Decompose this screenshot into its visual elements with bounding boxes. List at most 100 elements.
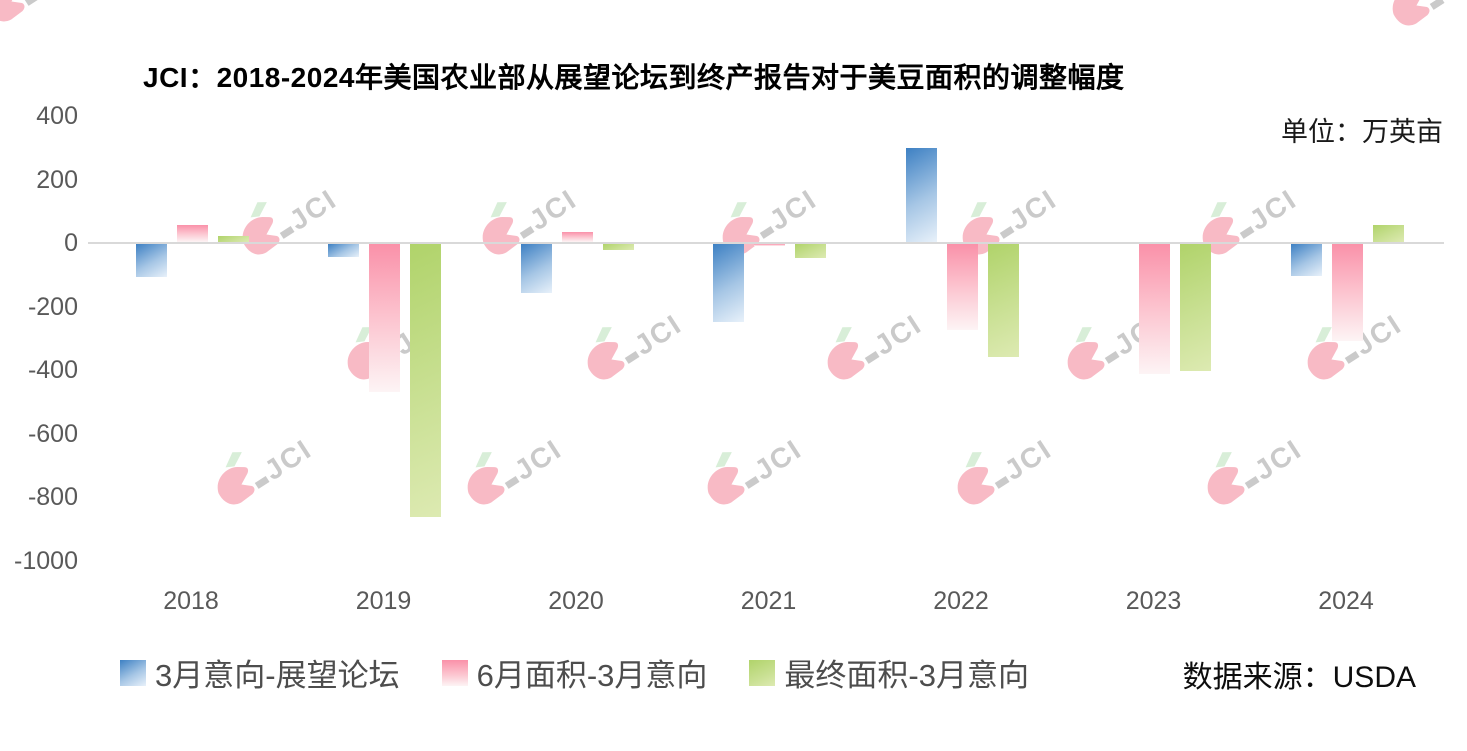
watermark-diamond-icon [970,202,987,218]
watermark-bird-icon [1307,342,1345,380]
watermark-dash-icon [519,225,535,239]
x-tick-label-2021: 2021 [740,587,797,615]
y-tick-label--600: -600 [27,419,78,448]
y-tick-label-400: 400 [36,102,78,130]
y-tick-label--1000: -1000 [14,546,78,575]
bar-pink-2020 [561,232,593,242]
bar-green-2021 [795,244,826,259]
x-tick-label-2019: 2019 [355,587,412,615]
watermark-jci-text: JCI [29,0,85,3]
watermark-jci-text: JCI [999,433,1055,486]
legend-label: 最终面积-3月意向 [784,658,1029,693]
watermark-diamond-icon [250,202,267,218]
watermark-bird-icon [1392,0,1430,26]
bar-green-2020 [602,244,634,251]
watermark-diamond-icon [475,452,492,468]
chart-title: JCI：2018-2024年美国农业部从展望论坛到终产报告对于美豆面积的调整幅度 [143,62,1125,93]
watermark-diamond-icon [595,327,612,343]
jci-watermark: JCI [445,425,567,505]
watermark-bird-icon [587,342,625,380]
legend-swatch-pink-icon [441,659,468,686]
watermark-diamond-icon [835,327,852,343]
watermark-dash-icon [744,475,760,489]
bar-green-2023 [1180,244,1211,371]
legend-label: 3月意向-展望论坛 [155,658,400,693]
watermark-bird-icon [242,217,280,255]
chart-legend: 3月意向-展望论坛 6月面积-3月意向 最终面积-3月意向 [120,650,1071,695]
watermark-jci-text: JCI [1244,183,1300,236]
jci-watermark: JCI [1185,425,1307,505]
zero-axis-line [88,242,1444,244]
bar-blue-2020 [520,244,552,294]
jci-watermark: JCI [685,425,807,505]
watermark-dash-icon [254,475,270,489]
data-source-note: 数据来源：USDA [1182,661,1416,694]
y-tick-label-200: 200 [36,165,78,194]
watermark-diamond-icon [715,452,732,468]
watermark-bird-icon [467,467,505,505]
bar-pink-2022 [946,244,978,330]
bar-pink-2023 [1139,244,1170,375]
watermark-jci-text: JCI [1249,433,1305,486]
watermark-dash-icon [504,475,520,489]
jci-watermark: JCI [805,300,927,380]
watermark-bird-icon [957,467,995,505]
bar-blue-2024 [1290,244,1322,276]
watermark-dash-icon [1239,225,1255,239]
watermark-dash-icon [1104,350,1120,364]
x-tick-label-2020: 2020 [548,587,604,615]
watermark-diamond-icon [225,452,242,468]
jci-watermark: JCI [195,425,317,505]
x-tick-label-2022: 2022 [933,587,989,615]
legend-item-june-area: 6月面积-3月意向 [441,650,708,695]
watermark-diamond-icon [1210,202,1227,218]
watermark-diamond-icon [490,202,507,218]
jci-watermark: JCI [1370,0,1467,26]
watermark-diamond-icon [1215,452,1232,468]
bar-green-2019 [410,244,441,518]
watermark-diamond-icon [730,202,747,218]
bar-blue-2022 [905,148,937,242]
legend-label: 6月面积-3月意向 [476,658,708,693]
watermark-jci-text: JCI [284,183,340,236]
watermark-jci-text: JCI [1434,0,1467,7]
legend-item-march-intentions: 3月意向-展望论坛 [120,650,400,695]
watermark-dash-icon [1429,0,1445,10]
legend-item-final-area: 最终面积-3月意向 [749,650,1029,695]
jci-watermark: JCI [565,300,687,380]
x-tick-label-2023: 2023 [1125,587,1182,615]
watermark-dash-icon [759,225,775,239]
bar-pink-2021 [754,244,785,246]
bar-green-2018 [217,235,249,242]
watermark-jci-text: JCI [509,433,565,486]
watermark-bird-icon [217,467,255,505]
legend-swatch-blue-icon [120,659,146,686]
x-tick-label-2024: 2024 [1318,587,1374,615]
watermark-jci-text: JCI [259,433,315,486]
watermark-dash-icon [999,225,1015,239]
jci-watermark: JCI [0,0,87,22]
watermark-jci-text: JCI [764,183,820,236]
watermark-bird-icon [0,0,25,22]
bar-pink-2024 [1331,244,1363,341]
bar-blue-2019 [328,244,359,257]
y-tick-label--400: -400 [27,356,78,384]
y-tick-label--800: -800 [27,483,78,511]
bar-green-2022 [987,244,1019,357]
y-tick-label-0: 0 [64,229,78,257]
watermark-diamond-icon [965,452,982,468]
watermark-bird-icon [482,217,520,255]
bar-blue-2018 [135,244,167,278]
legend-swatch-green-icon [749,659,776,686]
watermark-dash-icon [1244,475,1260,489]
bar-pink-2018 [176,224,208,242]
watermark-dash-icon [279,225,295,239]
bar-green-2024 [1372,224,1404,242]
bar-blue-2021 [713,244,744,322]
watermark-dash-icon [1344,350,1360,364]
watermark-bird-icon [1067,342,1105,380]
x-tick-label-2018: 2018 [163,587,219,615]
jci-watermark: JCI [935,425,1057,505]
y-tick-label--200: -200 [27,292,78,321]
